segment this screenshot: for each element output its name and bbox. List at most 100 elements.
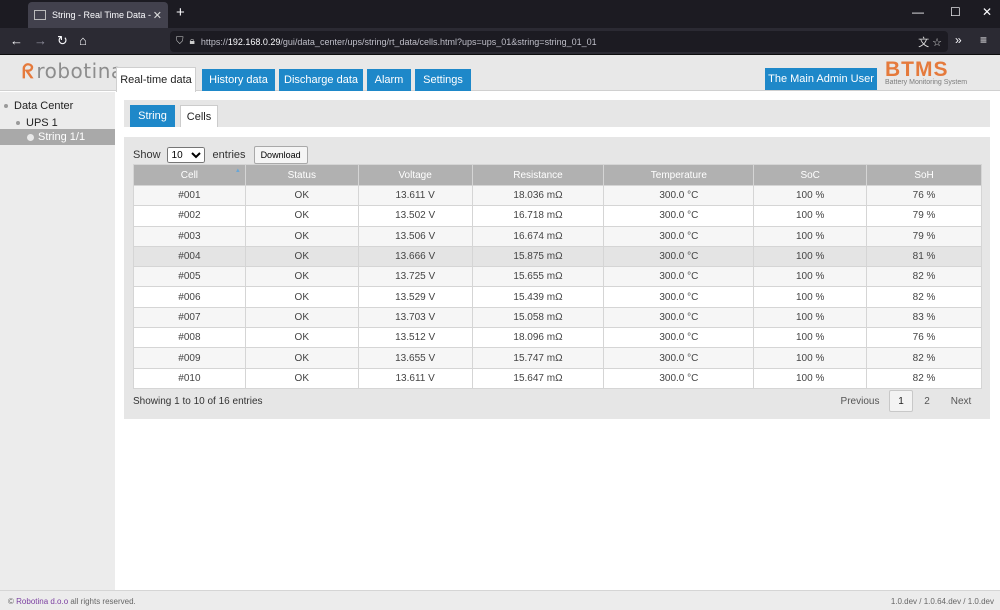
table-row[interactable]: #007 OK 13.703 V 15.058 mΩ 300.0 °C 100 % 83 % xyxy=(133,306,982,329)
cell-resistance: 16.718 mΩ xyxy=(471,205,605,227)
tree-item-ups-1[interactable]: UPS 1 xyxy=(16,117,58,129)
column-header-soc[interactable]: SoC xyxy=(753,164,868,186)
table-row[interactable]: #009 OK 13.655 V 15.747 mΩ 300.0 °C 100 % 82 % xyxy=(133,347,982,369)
version-info: 1.0.dev / 1.0.64.dev / 1.0.dev xyxy=(890,597,994,606)
download-button[interactable]: Download xyxy=(253,146,308,164)
cell-soh: 81 % xyxy=(866,245,982,268)
subtab-string[interactable]: String xyxy=(130,105,175,127)
user-menu-button[interactable]: The Main Admin User xyxy=(765,68,877,90)
home-icon[interactable]: ⌂ xyxy=(79,33,87,48)
cell-resistance: 16.674 mΩ xyxy=(471,225,605,247)
new-tab-icon[interactable]: + xyxy=(176,4,185,21)
company-link[interactable]: Robotina d.o.o xyxy=(16,597,69,606)
cell-soh: 76 % xyxy=(866,327,982,349)
cell-voltage: 13.506 V xyxy=(357,225,473,247)
cell-soc: 100 % xyxy=(753,327,868,349)
cell-resistance: 18.036 mΩ xyxy=(471,184,605,207)
maximize-window-icon[interactable]: ☐ xyxy=(950,5,961,19)
tab-history-data[interactable]: History data xyxy=(202,69,275,91)
cell-id: #005 xyxy=(133,266,246,288)
tab-discharge-data[interactable]: Discharge data xyxy=(279,69,363,91)
shield-icon[interactable]: ⛉ xyxy=(176,36,184,47)
cell-soc: 100 % xyxy=(753,245,868,268)
cell-status: OK xyxy=(244,205,359,227)
cell-resistance: 15.058 mΩ xyxy=(471,306,605,329)
pagination-page-1[interactable]: 1 xyxy=(889,390,913,412)
tab-alarm[interactable]: Alarm xyxy=(367,69,411,91)
tree-item-data-center[interactable]: Data Center xyxy=(4,100,73,112)
cell-voltage: 13.529 V xyxy=(357,286,473,308)
cell-temperature: 300.0 °C xyxy=(603,225,755,247)
pagination-previous[interactable]: Previous xyxy=(840,395,880,407)
table-length-control: Show 10 entries Download xyxy=(133,146,308,164)
bookmark-star-icon[interactable]: 文 ☆ xyxy=(918,37,942,49)
column-header-voltage[interactable]: Voltage xyxy=(357,164,473,186)
column-header-cell[interactable]: Cell ▲ xyxy=(133,164,246,186)
browser-tab[interactable]: String - Real Time Data - Cells ✕ xyxy=(28,2,168,28)
column-header-status[interactable]: Status xyxy=(244,164,359,186)
menu-hamburger-icon[interactable]: ≡ xyxy=(980,33,988,47)
app-header: ᖇ robotina Real-time data History data Di… xyxy=(0,55,1000,92)
cell-voltage: 13.502 V xyxy=(357,205,473,227)
cell-temperature: 300.0 °C xyxy=(603,205,755,227)
cells-table: Cell ▲ Status Voltage Resistance Temperat… xyxy=(133,164,982,389)
cell-soh: 82 % xyxy=(866,367,982,389)
lock-icon[interactable]: 🔒︎ xyxy=(189,36,195,47)
column-header-resistance[interactable]: Resistance xyxy=(471,164,605,186)
entries-select[interactable]: 10 xyxy=(166,147,205,163)
web-page: ᖇ robotina Real-time data History data Di… xyxy=(0,55,1000,610)
cell-temperature: 300.0 °C xyxy=(603,245,755,268)
cell-temperature: 300.0 °C xyxy=(603,266,755,288)
subtab-cells[interactable]: Cells xyxy=(180,105,218,127)
back-icon[interactable]: ← xyxy=(10,33,23,48)
btms-subtitle: Battery Monitoring System xyxy=(885,79,968,86)
pagination-page-2[interactable]: 2 xyxy=(924,395,930,407)
address-bar[interactable]: ⛉ 🔒︎ https://192.168.0.29/gui/data_cente… xyxy=(170,31,948,52)
cell-id: #009 xyxy=(133,347,246,369)
minimize-window-icon[interactable]: — xyxy=(912,5,924,19)
cell-status: OK xyxy=(244,266,359,288)
cell-resistance: 15.747 mΩ xyxy=(471,347,605,369)
cell-id: #002 xyxy=(133,205,246,227)
tab-real-time-data[interactable]: Real-time data xyxy=(116,67,196,92)
column-header-temperature[interactable]: Temperature xyxy=(603,164,755,186)
url-text[interactable]: https://192.168.0.29/gui/data_center/ups… xyxy=(200,36,597,47)
table-row[interactable]: #002 OK 13.502 V 16.718 mΩ 300.0 °C 100 % 79 % xyxy=(133,205,982,227)
cell-temperature: 300.0 °C xyxy=(603,184,755,207)
close-window-icon[interactable]: ✕ xyxy=(982,5,993,19)
cell-resistance: 15.875 mΩ xyxy=(471,245,605,268)
close-tab-icon[interactable]: ✕ xyxy=(152,9,162,22)
cell-voltage: 13.725 V xyxy=(357,266,473,288)
page-footer: © Robotina d.o.o all rights reserved. 1.… xyxy=(0,590,1000,610)
reload-icon[interactable]: ↻ xyxy=(57,33,68,48)
forward-icon[interactable]: → xyxy=(34,33,47,48)
table-row[interactable]: #003 OK 13.506 V 16.674 mΩ 300.0 °C 100 % 79 % xyxy=(133,225,982,247)
table-row[interactable]: #001 OK 13.611 V 18.036 mΩ 300.0 °C 100 % 76 % xyxy=(133,184,982,207)
cell-soh: 82 % xyxy=(866,286,982,308)
cell-soh: 82 % xyxy=(866,266,982,288)
cell-temperature: 300.0 °C xyxy=(603,306,755,329)
table-row[interactable]: #010 OK 13.611 V 15.647 mΩ 300.0 °C 100 % 82 % xyxy=(133,367,982,389)
overflow-chevrons-icon[interactable]: » xyxy=(955,33,962,47)
cell-soc: 100 % xyxy=(753,184,868,207)
cell-soc: 100 % xyxy=(753,266,868,288)
cell-resistance: 18.096 mΩ xyxy=(471,327,605,349)
btms-title: BTMS xyxy=(885,58,949,81)
table-row[interactable]: #008 OK 13.512 V 18.096 mΩ 300.0 °C 100 % 76 % xyxy=(133,327,982,349)
cell-resistance: 15.647 mΩ xyxy=(471,367,605,389)
pagination-next[interactable]: Next xyxy=(950,395,972,407)
tree-item-string-1-1[interactable]: String 1/1 xyxy=(0,129,115,145)
cell-id: #007 xyxy=(133,306,246,329)
tab-settings[interactable]: Settings xyxy=(415,69,471,91)
cell-id: #003 xyxy=(133,225,246,247)
cell-resistance: 15.655 mΩ xyxy=(471,266,605,288)
cell-soh: 82 % xyxy=(866,347,982,369)
cell-status: OK xyxy=(244,327,359,349)
table-row[interactable]: #006 OK 13.529 V 15.439 mΩ 300.0 °C 100 % 82 % xyxy=(133,286,982,308)
column-header-soh[interactable]: SoH xyxy=(866,164,982,186)
table-info: Showing 1 to 10 of 16 entries xyxy=(133,396,263,407)
cell-soc: 100 % xyxy=(753,367,868,389)
table-row[interactable]: #004 OK 13.666 V 15.875 mΩ 300.0 °C 100 % 81 % xyxy=(133,245,982,268)
page-favicon-icon xyxy=(34,10,46,20)
table-row[interactable]: #005 OK 13.725 V 15.655 mΩ 300.0 °C 100 % 82 % xyxy=(133,266,982,288)
